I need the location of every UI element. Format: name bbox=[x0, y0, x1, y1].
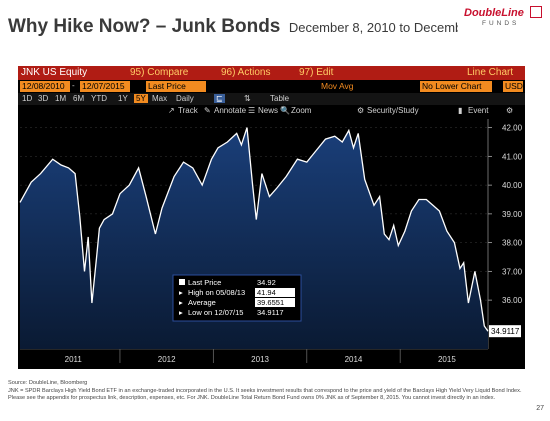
news-icon[interactable]: ☰ bbox=[248, 106, 256, 115]
start-date-field[interactable]: 12/08/2010 bbox=[20, 81, 70, 92]
x-tick-label: 2012 bbox=[158, 355, 176, 364]
edit-button[interactable]: 97) Edit bbox=[299, 67, 334, 78]
x-tick-label: 2011 bbox=[65, 355, 83, 364]
event-button[interactable]: Event bbox=[468, 106, 489, 115]
logo-sub: FUNDS bbox=[482, 20, 520, 27]
price-line bbox=[19, 127, 489, 332]
bloomberg-terminal: JNK US Equity 95) Compare 96) Actions 97… bbox=[18, 66, 525, 369]
legend-label: Last Price bbox=[188, 278, 221, 287]
legend-marker: ▸ bbox=[179, 298, 183, 307]
y-tick-label: 41.00 bbox=[502, 152, 523, 161]
period-select[interactable]: Daily bbox=[176, 94, 194, 103]
legend-label: Average bbox=[188, 298, 216, 307]
range-3d[interactable]: 3D bbox=[38, 94, 49, 103]
legend-value-bg bbox=[255, 288, 295, 297]
terminal-range-bar: 1D 3D 1M 6M YTD 1Y 5Y Max Daily ⊑ ⇅ Tabl… bbox=[18, 93, 525, 105]
range-5y[interactable]: 5Y bbox=[134, 94, 148, 103]
x-tick-label: 2015 bbox=[438, 355, 456, 364]
doubleline-logo: DoubleLine FUNDS bbox=[458, 4, 544, 34]
legend-label: Low on 12/07/15 bbox=[188, 308, 243, 317]
lower-chart-select[interactable]: No Lower Chart bbox=[420, 81, 492, 92]
legend-label: High on 05/08/13 bbox=[188, 288, 245, 297]
actions-button[interactable]: 96) Actions bbox=[221, 67, 271, 78]
news-button[interactable]: News bbox=[258, 106, 279, 115]
terminal-fields-bar: 12/08/2010 - 12/07/2015 Last Price Mov A… bbox=[18, 80, 525, 93]
bar-style-icon[interactable]: ⇅ bbox=[244, 94, 251, 103]
y-tick-label: 37.00 bbox=[502, 267, 523, 276]
y-tick-label: 40.00 bbox=[502, 181, 523, 190]
chart-plot-area: 36.00 37.00 38.00 39.00 40.00 41.00 42.00 2011 2… bbox=[19, 119, 523, 364]
legend-marker: ▸ bbox=[179, 308, 183, 317]
y-tick-label: 42.00 bbox=[502, 124, 523, 133]
source-text: Source: DoubleLine, Bloomberg bbox=[8, 380, 88, 386]
y-tick-label: 38.00 bbox=[502, 239, 523, 248]
range-1m[interactable]: 1M bbox=[55, 94, 67, 103]
legend-swatch bbox=[179, 279, 185, 285]
end-date-field[interactable]: 12/07/2015 bbox=[80, 81, 130, 92]
price-area-fill bbox=[20, 127, 488, 349]
legend-value: 34.92 bbox=[257, 278, 276, 287]
compare-button[interactable]: 95) Compare bbox=[130, 67, 189, 78]
security-study-icon[interactable]: ⚙ bbox=[357, 106, 365, 115]
range-6m[interactable]: 6M bbox=[73, 94, 85, 103]
track-icon[interactable]: ↗ bbox=[168, 106, 175, 115]
slide-title: Why Hike Now? – Junk Bonds December 8, 2… bbox=[8, 16, 521, 38]
range-max[interactable]: Max bbox=[152, 94, 168, 103]
table-button[interactable]: Table bbox=[270, 94, 290, 103]
mov-avg-label[interactable]: Mov Avg bbox=[321, 81, 354, 91]
terminal-tools-bar: ↗ Track ✎ Annotate ☰ News 🔍 Zoom ⚙ Secur… bbox=[18, 105, 525, 117]
legend-value: 39.6551 bbox=[257, 298, 284, 307]
legend-marker: ▸ bbox=[179, 288, 183, 297]
annotate-icon[interactable]: ✎ bbox=[204, 106, 211, 115]
logo-text: DoubleLine bbox=[464, 7, 524, 19]
ticker-label[interactable]: JNK US Equity bbox=[21, 67, 88, 78]
x-tick-label: 2013 bbox=[251, 355, 269, 364]
terminal-title-bar: JNK US Equity 95) Compare 96) Actions 97… bbox=[18, 66, 525, 80]
security-study-button[interactable]: Security/Study bbox=[367, 106, 419, 115]
range-ytd[interactable]: YTD bbox=[91, 94, 107, 103]
page-number: 27 bbox=[536, 405, 544, 412]
price-field-select[interactable]: Last Price bbox=[146, 81, 206, 92]
legend-value-bg bbox=[255, 298, 295, 307]
x-tick-label: 2014 bbox=[345, 355, 363, 364]
date-separator: - bbox=[72, 81, 75, 90]
legend-value: 34.9117 bbox=[257, 308, 284, 317]
legend-value: 41.94 bbox=[257, 288, 276, 297]
range-1y[interactable]: 1Y bbox=[118, 94, 128, 103]
y-tick-label: 39.00 bbox=[502, 210, 523, 219]
zoom-button[interactable]: Zoom bbox=[291, 106, 312, 115]
footnote-block: Source: DoubleLine, Bloomberg JNK = SPDR… bbox=[8, 380, 528, 403]
y-tick-label: 36.00 bbox=[502, 296, 523, 305]
event-icon[interactable]: ▮ bbox=[458, 106, 463, 115]
range-1d[interactable]: 1D bbox=[22, 94, 33, 103]
footnote-text: JNK = SPDR Barclays High Yield Bond ETF … bbox=[8, 387, 522, 402]
last-value-label: 34.9117 bbox=[491, 327, 520, 336]
chart-type-label: Line Chart bbox=[467, 67, 514, 78]
logo-box-icon bbox=[530, 6, 542, 18]
zoom-icon[interactable]: 🔍 bbox=[280, 106, 290, 115]
last-value-badge bbox=[489, 325, 521, 338]
annotate-button[interactable]: Annotate bbox=[214, 106, 247, 115]
price-chart: 36.00 37.00 38.00 39.00 40.00 41.00 42.00 2011 2… bbox=[19, 119, 523, 364]
title-main: Why Hike Now? – Junk Bonds bbox=[8, 16, 281, 37]
settings-icon[interactable]: ⚙ bbox=[506, 106, 514, 115]
currency-select[interactable]: USD bbox=[503, 81, 523, 92]
line-style-icon[interactable]: ⊑ bbox=[214, 94, 225, 103]
track-button[interactable]: Track bbox=[178, 106, 198, 115]
